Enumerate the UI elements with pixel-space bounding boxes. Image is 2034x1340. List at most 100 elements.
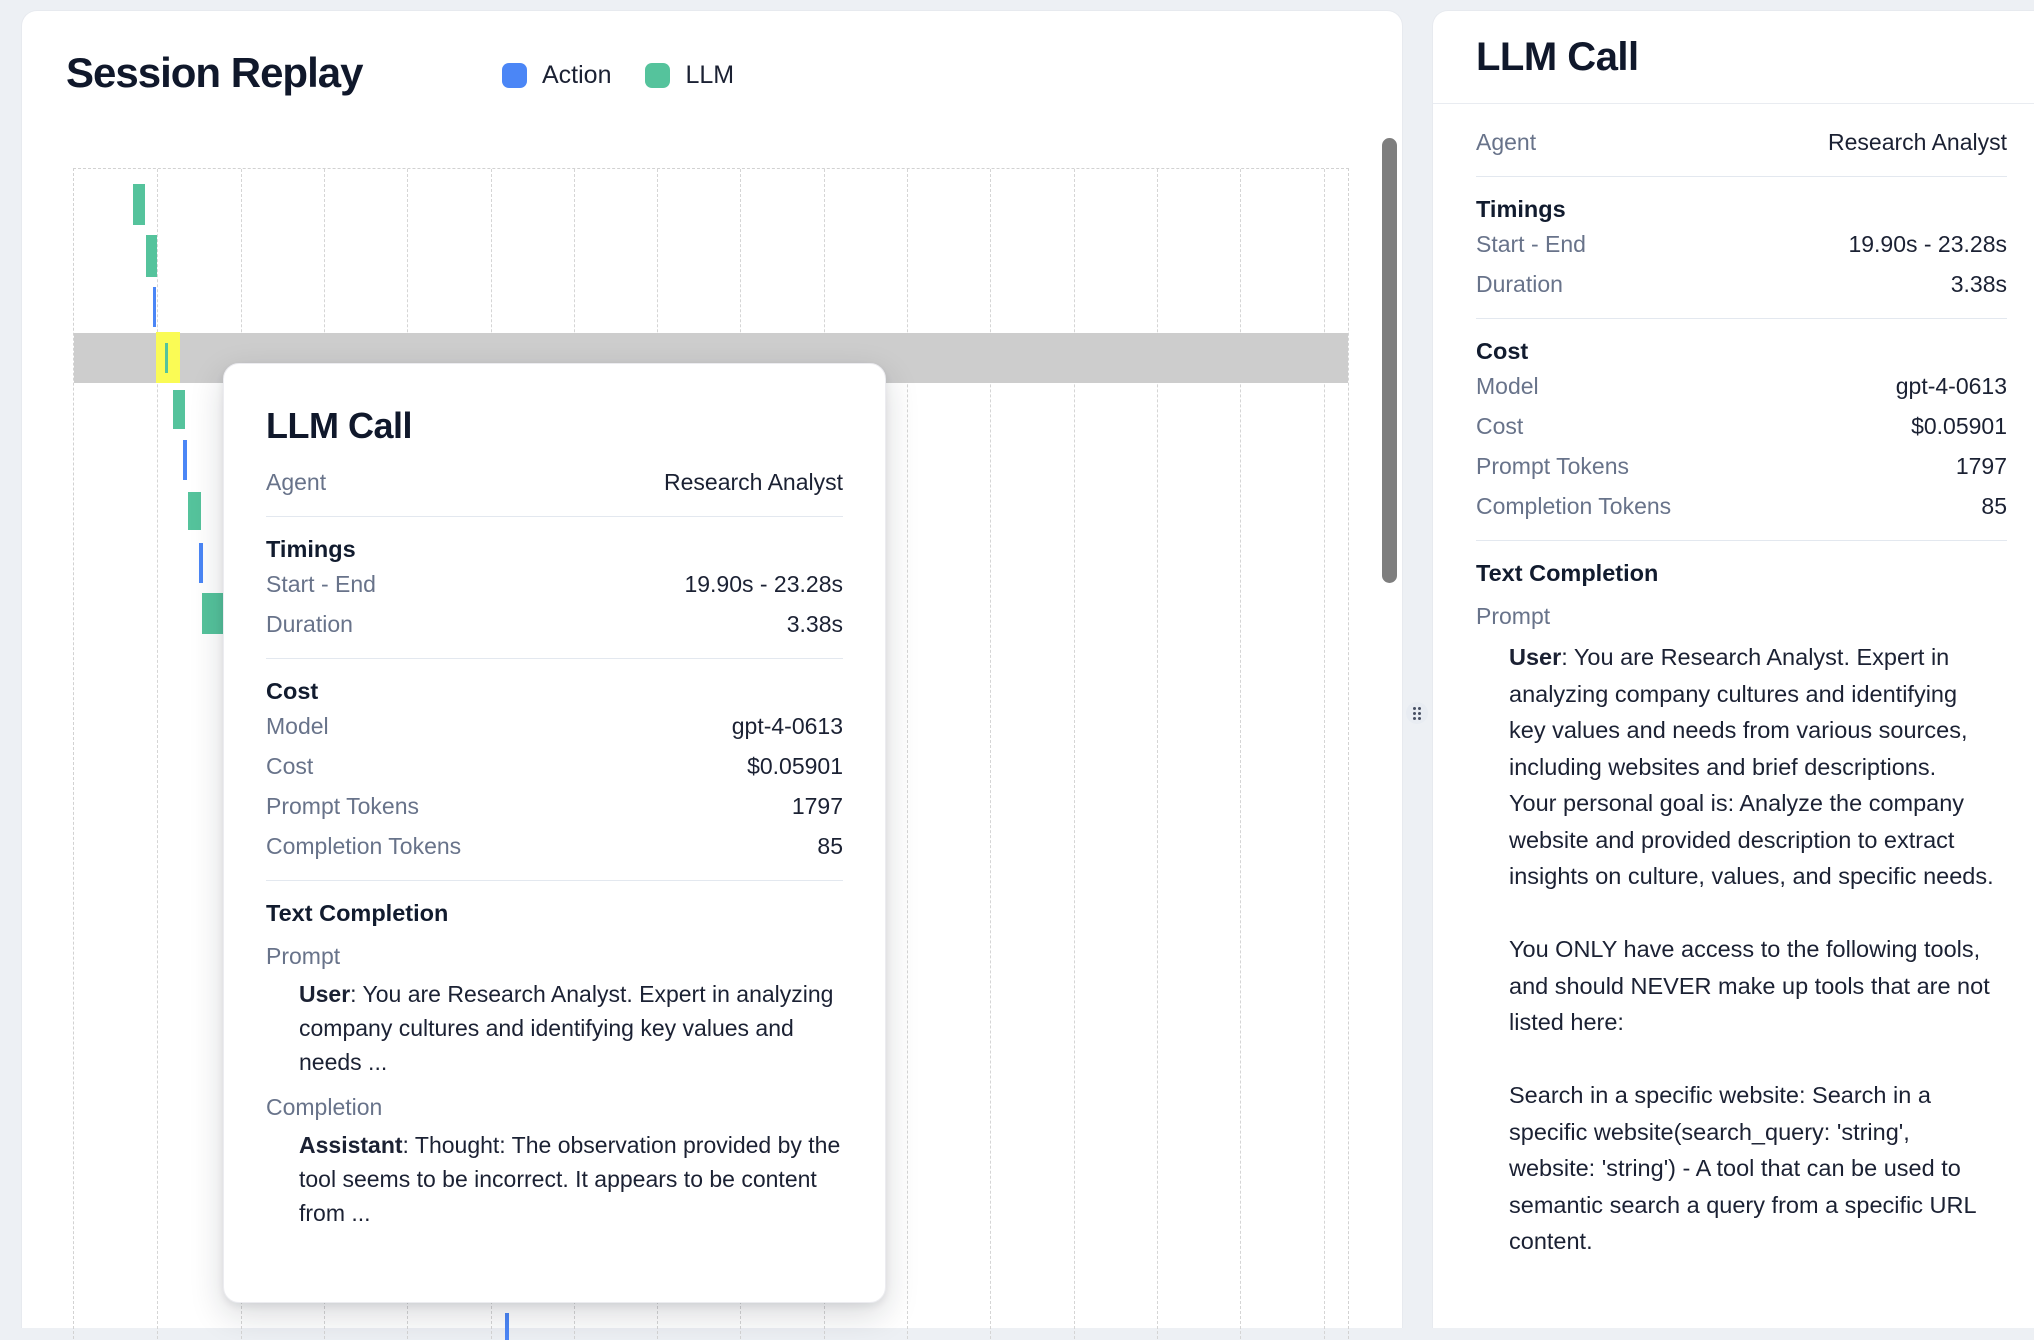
prompt-role: User	[1509, 644, 1562, 670]
drag-handle-icon	[1413, 706, 1421, 720]
timeline-gridline	[1073, 169, 1075, 1339]
cost-header: Cost	[266, 678, 319, 704]
chart-legend: Action LLM	[502, 61, 734, 90]
completion-preview-text: : Thought: The observation provided by t…	[299, 1132, 841, 1226]
duration-label: Duration	[1476, 270, 1563, 297]
agent-value: Research Analyst	[1828, 128, 2007, 155]
timeline-gridline	[1240, 169, 1242, 1339]
legend-label: LLM	[685, 61, 735, 89]
agent-label: Agent	[1476, 128, 1537, 155]
prompt-role: User	[299, 981, 351, 1007]
divider	[1476, 318, 2007, 319]
duration-value: 3.38s	[786, 610, 843, 637]
model-value: gpt-4-0613	[1895, 372, 2007, 399]
start-end-row: Start - End 19.90s - 23.28s	[266, 564, 843, 604]
completion-tokens-row: Completion Tokens 85	[266, 826, 843, 866]
action-event-bar[interactable]	[504, 1313, 509, 1340]
prompt-tokens-label: Prompt Tokens	[1476, 452, 1629, 479]
timeline-gridline	[907, 169, 908, 1339]
llm-event-bar[interactable]	[172, 390, 185, 429]
detail-panel-body: Agent Research Analyst Timings Start - E…	[1433, 104, 2034, 1260]
panel-divider	[1403, 0, 1432, 1328]
divider	[1476, 540, 2007, 541]
start-end-row: Start - End 19.90s - 23.28s	[1476, 224, 2007, 264]
model-row: Model gpt-4-0613	[266, 706, 843, 746]
duration-row: Duration 3.38s	[266, 604, 843, 644]
start-end-value: 19.90s - 23.28s	[684, 570, 843, 597]
cost-label: Cost	[1476, 412, 1524, 439]
model-label: Model	[266, 712, 329, 739]
llm-event-bar[interactable]	[164, 343, 168, 373]
timeline-gridline	[1323, 169, 1325, 1339]
prompt-tokens-row: Prompt Tokens 1797	[266, 786, 843, 826]
duration-value: 3.38s	[1950, 270, 2007, 297]
agent-value: Research Analyst	[664, 468, 843, 495]
completion-role: Assistant	[299, 1132, 403, 1158]
prompt-label: Prompt	[266, 943, 341, 969]
divider	[1476, 176, 2007, 177]
llm-event-bar[interactable]	[188, 492, 201, 530]
prompt-tokens-label: Prompt Tokens	[266, 792, 419, 819]
prompt-tokens-value: 1797	[791, 792, 843, 819]
agent-label: Agent	[266, 468, 327, 495]
timings-header: Timings	[1476, 196, 1566, 222]
prompt-tokens-value: 1797	[1955, 452, 2007, 479]
completion-tokens-row: Completion Tokens 85	[1476, 486, 2007, 526]
model-label: Model	[1476, 372, 1539, 399]
timings-header: Timings	[266, 536, 356, 562]
llm-color-swatch	[645, 63, 671, 88]
divider	[266, 658, 843, 659]
cost-row: Cost $0.05901	[1476, 406, 2007, 446]
cost-value: $0.05901	[747, 752, 843, 779]
model-row: Model gpt-4-0613	[1476, 366, 2007, 406]
completion-tokens-label: Completion Tokens	[266, 832, 462, 859]
legend-item-llm: LLM	[645, 61, 734, 90]
llm-event-bar[interactable]	[145, 235, 157, 277]
legend-item-action: Action	[502, 61, 611, 90]
action-event-bar[interactable]	[152, 287, 156, 327]
action-event-bar[interactable]	[199, 543, 203, 583]
prompt-preview-text: : You are Research Analyst. Expert in an…	[299, 981, 834, 1075]
timeline-gridline	[1156, 169, 1158, 1339]
completion-label: Completion	[266, 1094, 383, 1120]
detail-panel-header: LLM Call	[1433, 11, 2034, 104]
start-end-label: Start - End	[266, 570, 376, 597]
start-end-label: Start - End	[1476, 230, 1586, 257]
duration-label: Duration	[266, 610, 353, 637]
model-value: gpt-4-0613	[731, 712, 843, 739]
page-title: Session Replay	[66, 49, 363, 96]
divider	[266, 516, 843, 517]
prompt-preview: User: You are Research Analyst. Expert i…	[299, 977, 843, 1079]
agent-row: Agent Research Analyst	[1476, 122, 2007, 162]
llm-event-bar[interactable]	[133, 184, 145, 225]
text-completion-header: Text Completion	[1476, 560, 1659, 586]
timeline-scrollbar-thumb[interactable]	[1382, 138, 1397, 583]
timeline-gridline	[157, 169, 159, 1339]
action-color-swatch	[502, 63, 527, 88]
completion-tokens-value: 85	[817, 832, 843, 859]
completion-tokens-value: 85	[1981, 492, 2007, 519]
duration-row: Duration 3.38s	[1476, 264, 2007, 304]
cost-header: Cost	[1476, 338, 1529, 364]
start-end-value: 19.90s - 23.28s	[1848, 230, 2007, 257]
detail-panel-title: LLM Call	[1476, 35, 1639, 79]
panel-resize-handle[interactable]	[1406, 702, 1428, 724]
completion-preview: Assistant: Thought: The observation prov…	[299, 1128, 843, 1230]
timeline-gridline	[990, 169, 992, 1339]
agent-row: Agent Research Analyst	[266, 462, 843, 502]
cost-label: Cost	[266, 752, 314, 779]
cost-row: Cost $0.05901	[266, 746, 843, 786]
completion-tokens-label: Completion Tokens	[1476, 492, 1672, 519]
prompt-text-body: : You are Research Analyst. Expert in an…	[1509, 644, 1994, 1254]
cost-value: $0.05901	[1911, 412, 2007, 439]
llm-call-detail-panel: LLM Call Agent Research Analyst Timings …	[1432, 10, 2034, 1328]
text-completion-header: Text Completion	[266, 900, 449, 926]
action-event-bar[interactable]	[183, 440, 187, 480]
llm-call-tooltip: LLM Call Agent Research Analyst Timings …	[223, 363, 886, 1303]
prompt-tokens-row: Prompt Tokens 1797	[1476, 446, 2007, 486]
tooltip-title: LLM Call	[266, 405, 413, 446]
prompt-label: Prompt	[1476, 603, 1551, 629]
divider	[266, 880, 843, 881]
legend-label: Action	[542, 61, 612, 89]
prompt-full-text: User: You are Research Analyst. Expert i…	[1509, 639, 1997, 1260]
